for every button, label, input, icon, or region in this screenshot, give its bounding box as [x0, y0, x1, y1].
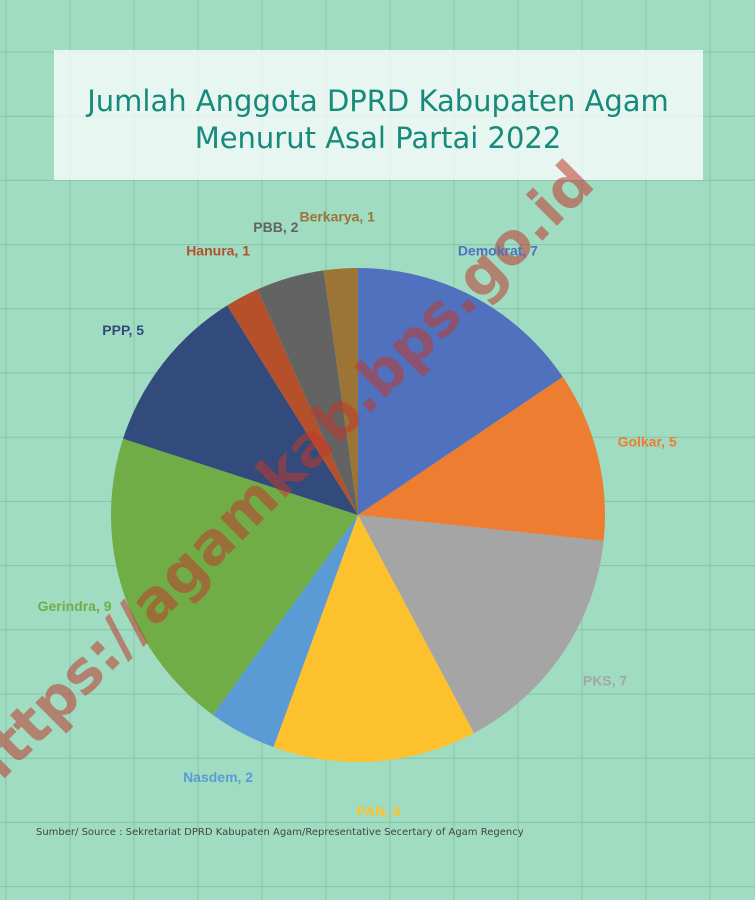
data-label: Golkar, 5	[618, 434, 677, 450]
pie-slice	[257, 270, 358, 515]
pie-slice	[123, 305, 358, 515]
pie-slice	[323, 268, 358, 515]
data-label: PPP, 5	[102, 322, 144, 338]
pie	[111, 268, 605, 762]
data-label: Demokrat, 7	[458, 243, 538, 259]
title-box	[54, 50, 703, 180]
data-label: PKS, 7	[583, 672, 628, 688]
pie-slice	[358, 376, 605, 541]
pie-slice	[273, 515, 474, 762]
data-label: Berkarya, 1	[299, 208, 375, 224]
data-label: PBB, 2	[253, 219, 298, 235]
pie-slice	[212, 515, 358, 748]
pie-slice	[227, 289, 358, 515]
chart-title: Menurut Asal Partai 2022	[195, 121, 562, 155]
pie-slice	[358, 268, 563, 515]
pie-slice	[358, 515, 604, 734]
data-label: PAN, 6	[357, 803, 401, 819]
data-label: Hanura, 1	[186, 243, 250, 259]
source-note: Sumber/ Source : Sekretariat DPRD Kabupa…	[36, 827, 524, 838]
pie-slice	[111, 438, 358, 715]
chart-title: Jumlah Anggota DPRD Kabupaten Agam	[85, 84, 669, 118]
data-label: Nasdem, 2	[183, 769, 253, 785]
data-label: Gerindra, 9	[38, 598, 112, 614]
